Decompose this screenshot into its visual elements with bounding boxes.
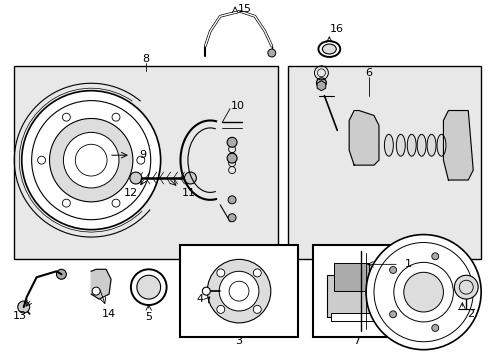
Circle shape xyxy=(62,113,70,121)
Text: 9: 9 xyxy=(139,150,146,160)
Circle shape xyxy=(316,78,325,88)
Text: 10: 10 xyxy=(230,100,244,111)
Polygon shape xyxy=(443,111,472,180)
Circle shape xyxy=(92,287,100,295)
Text: 3: 3 xyxy=(235,336,242,346)
Circle shape xyxy=(207,260,270,323)
Text: 11: 11 xyxy=(181,188,195,198)
Circle shape xyxy=(137,275,161,299)
Text: 4: 4 xyxy=(196,294,203,304)
Circle shape xyxy=(63,132,119,188)
Polygon shape xyxy=(91,269,111,299)
Circle shape xyxy=(403,272,443,312)
Circle shape xyxy=(18,301,30,313)
Circle shape xyxy=(219,271,258,311)
Circle shape xyxy=(131,269,166,305)
Text: 16: 16 xyxy=(329,24,344,34)
Bar xyxy=(180,246,297,337)
Circle shape xyxy=(130,172,142,184)
Circle shape xyxy=(62,199,70,207)
Circle shape xyxy=(112,199,120,207)
Bar xyxy=(326,275,378,317)
Bar xyxy=(334,264,368,291)
Bar xyxy=(313,246,400,337)
Circle shape xyxy=(228,214,236,222)
Text: 2: 2 xyxy=(466,309,473,319)
Text: 6: 6 xyxy=(365,68,372,78)
Text: 14: 14 xyxy=(102,309,116,319)
Circle shape xyxy=(216,305,224,313)
Ellipse shape xyxy=(407,134,415,156)
Text: 7: 7 xyxy=(353,336,360,346)
Text: 13: 13 xyxy=(13,311,27,321)
Circle shape xyxy=(216,269,224,277)
Circle shape xyxy=(112,113,120,121)
Bar xyxy=(287,66,480,260)
Circle shape xyxy=(389,311,396,318)
Ellipse shape xyxy=(384,134,392,156)
Circle shape xyxy=(253,269,261,277)
Ellipse shape xyxy=(322,44,336,54)
Circle shape xyxy=(457,289,464,296)
Circle shape xyxy=(49,118,133,202)
Text: 5: 5 xyxy=(145,312,152,322)
Text: 8: 8 xyxy=(142,54,149,64)
Circle shape xyxy=(21,91,161,230)
Polygon shape xyxy=(348,111,378,165)
Circle shape xyxy=(56,269,66,279)
Circle shape xyxy=(453,275,477,299)
Circle shape xyxy=(184,172,196,184)
Circle shape xyxy=(366,235,480,350)
Text: 12: 12 xyxy=(123,188,138,198)
Circle shape xyxy=(38,156,45,164)
Ellipse shape xyxy=(318,41,340,57)
Ellipse shape xyxy=(426,134,435,156)
Text: 1: 1 xyxy=(405,259,411,269)
Ellipse shape xyxy=(436,134,445,156)
Circle shape xyxy=(431,324,438,332)
Ellipse shape xyxy=(416,134,425,156)
Ellipse shape xyxy=(395,134,405,156)
Circle shape xyxy=(228,196,236,204)
Circle shape xyxy=(226,153,237,163)
Circle shape xyxy=(226,137,237,147)
Circle shape xyxy=(137,156,144,164)
Circle shape xyxy=(253,305,261,313)
Circle shape xyxy=(202,287,210,295)
Circle shape xyxy=(431,253,438,260)
Bar xyxy=(14,66,277,260)
Text: 15: 15 xyxy=(238,4,251,14)
Circle shape xyxy=(389,266,396,274)
Bar xyxy=(331,313,374,321)
Circle shape xyxy=(267,49,275,57)
